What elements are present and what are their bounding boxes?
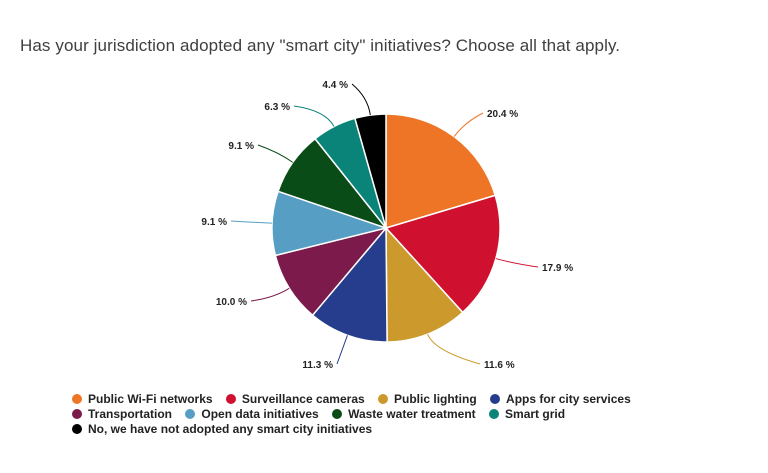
legend-label: Transportation xyxy=(88,407,173,421)
legend-item-public-lighting: Public lighting xyxy=(378,392,477,406)
chart-legend: Public Wi-Fi networks Surveillance camer… xyxy=(72,392,641,437)
legend-swatch xyxy=(72,394,82,404)
label-connector xyxy=(336,335,348,365)
legend-label: Open data initiatives xyxy=(201,407,319,421)
label-connector xyxy=(230,220,273,224)
label-connector xyxy=(427,333,481,365)
slice-value-label: 11.6 % xyxy=(484,360,515,371)
slice-value-label: 11.3 % xyxy=(302,360,333,371)
legend-swatch xyxy=(332,409,343,419)
pie-slice xyxy=(274,226,389,317)
legend-swatch xyxy=(72,424,82,434)
legend-swatch xyxy=(378,394,389,404)
legend-swatch xyxy=(225,394,236,404)
slice-value-label: 6.3 % xyxy=(264,102,290,113)
legend-item-waste-water: Waste water treatment xyxy=(332,407,476,421)
legend-label: No, we have not adopted any smart city i… xyxy=(88,422,373,436)
legend-item-public-wifi: Public Wi-Fi networks xyxy=(72,392,213,406)
legend-item-smart-grid: Smart grid xyxy=(489,407,565,421)
label-connector xyxy=(453,112,484,137)
chart-title: Has your jurisdiction adopted any "smart… xyxy=(20,36,621,55)
slice-value-label: 20.4 % xyxy=(487,109,518,120)
slice-value-label: 4.4 % xyxy=(322,80,348,91)
label-connector xyxy=(351,83,371,116)
legend-label: Waste water treatment xyxy=(348,407,476,421)
slice-value-label: 9.1 % xyxy=(201,217,227,228)
legend-label: Smart grid xyxy=(505,407,566,421)
pie-slice xyxy=(311,225,388,343)
legend-item-not-adopted: No, we have not adopted any smart city i… xyxy=(72,422,372,436)
pie-slice xyxy=(385,113,497,230)
legend-item-surveillance-cameras: Surveillance cameras xyxy=(225,392,365,406)
slice-value-label: 10.0 % xyxy=(216,297,247,308)
slice-value-label: 9.1 % xyxy=(228,141,254,152)
legend-swatch xyxy=(185,409,196,419)
legend-item-apps-city-services: Apps for city services xyxy=(490,392,631,406)
label-connector xyxy=(293,105,335,127)
legend-item-transportation: Transportation xyxy=(72,407,172,421)
legend-row: No, we have not adopted any smart city i… xyxy=(72,422,641,437)
label-connector xyxy=(250,287,290,302)
legend-row: Public Wi-Fi networks Surveillance camer… xyxy=(72,392,641,407)
legend-swatch xyxy=(72,409,82,419)
legend-label: Surveillance cameras xyxy=(241,392,365,406)
legend-swatch xyxy=(489,409,500,419)
pie-slice xyxy=(384,194,501,314)
label-connector xyxy=(257,144,294,163)
label-connector xyxy=(495,258,539,268)
legend-label: Public lighting xyxy=(394,392,477,406)
legend-label: Apps for city services xyxy=(506,392,631,406)
slice-value-label: 17.9 % xyxy=(542,263,573,274)
legend-swatch xyxy=(490,394,501,404)
legend-label: Public Wi-Fi networks xyxy=(88,392,213,406)
legend-row: Transportation Open data initiatives Was… xyxy=(72,407,641,422)
legend-item-open-data: Open data initiatives xyxy=(185,407,319,421)
